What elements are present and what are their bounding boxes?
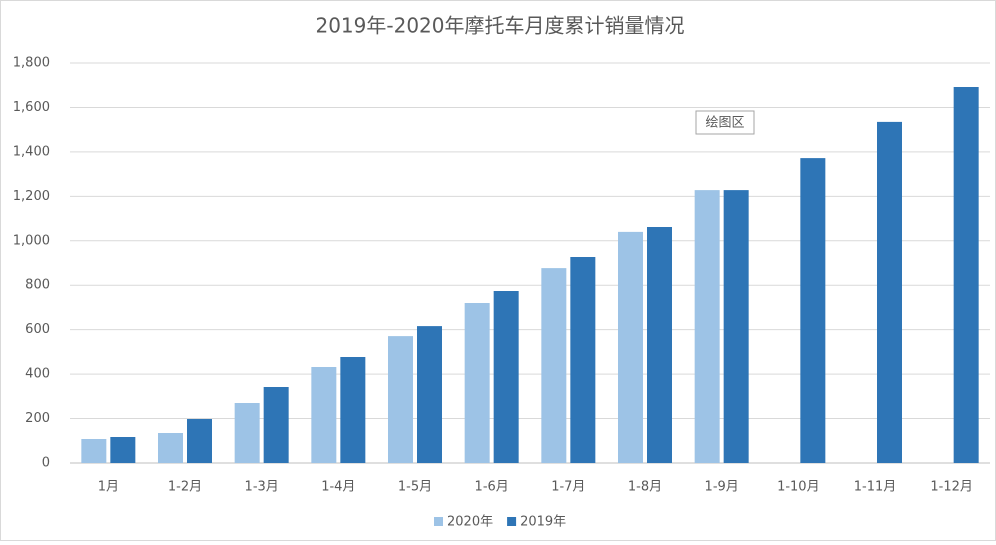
y-tick-label: 0 (42, 456, 50, 471)
bar (311, 367, 337, 463)
legend-label: 2020年 (447, 515, 493, 530)
x-tick-label: 1-11月 (854, 480, 897, 495)
bar (953, 87, 979, 463)
bar (187, 419, 212, 463)
y-tick-label: 200 (25, 411, 50, 426)
bar (541, 268, 567, 463)
x-tick-label: 1-4月 (321, 480, 355, 495)
bar (877, 121, 902, 463)
chart-title: 2019年-2020年摩托车月度累计销量情况 (315, 14, 684, 38)
bar (263, 387, 289, 463)
annotation-box (695, 110, 755, 135)
x-tick-label: 1-7月 (551, 480, 585, 495)
bar (158, 433, 183, 463)
legend-label: 2019年 (520, 515, 566, 530)
bar (800, 158, 826, 463)
legend-swatch (434, 517, 443, 526)
bar (110, 437, 136, 463)
bar (618, 231, 643, 463)
bar (388, 336, 413, 463)
bar (464, 303, 490, 463)
x-tick-label: 1-5月 (398, 480, 432, 495)
bar (570, 257, 596, 463)
y-tick-label: 1,200 (13, 189, 50, 204)
y-tick-label: 1,600 (13, 100, 50, 115)
legend-swatch (507, 517, 517, 526)
bar (493, 291, 519, 463)
annotation: 绘图区 (705, 116, 744, 131)
y-tick-label: 1,000 (13, 233, 50, 248)
bar (340, 357, 366, 463)
y-tick-label: 1,800 (13, 56, 50, 71)
y-tick-label: 400 (25, 367, 50, 382)
y-tick-label: 800 (25, 278, 50, 293)
x-tick-label: 1-2月 (168, 480, 202, 495)
bar (647, 227, 672, 463)
x-tick-label: 1-10月 (777, 480, 820, 495)
x-tick-label: 1-6月 (475, 480, 509, 495)
x-tick-label: 1月 (98, 480, 119, 495)
x-tick-label: 1-12月 (930, 480, 973, 495)
y-tick-label: 1,400 (13, 144, 50, 159)
y-tick-label: 600 (25, 322, 50, 337)
x-tick-label: 1-3月 (245, 480, 279, 495)
x-tick-label: 1-9月 (705, 480, 739, 495)
bar (417, 326, 442, 463)
x-tick-label: 1-8月 (628, 480, 662, 495)
bar (81, 439, 107, 463)
bar (234, 403, 260, 463)
bar (723, 190, 749, 463)
bar (694, 190, 720, 463)
